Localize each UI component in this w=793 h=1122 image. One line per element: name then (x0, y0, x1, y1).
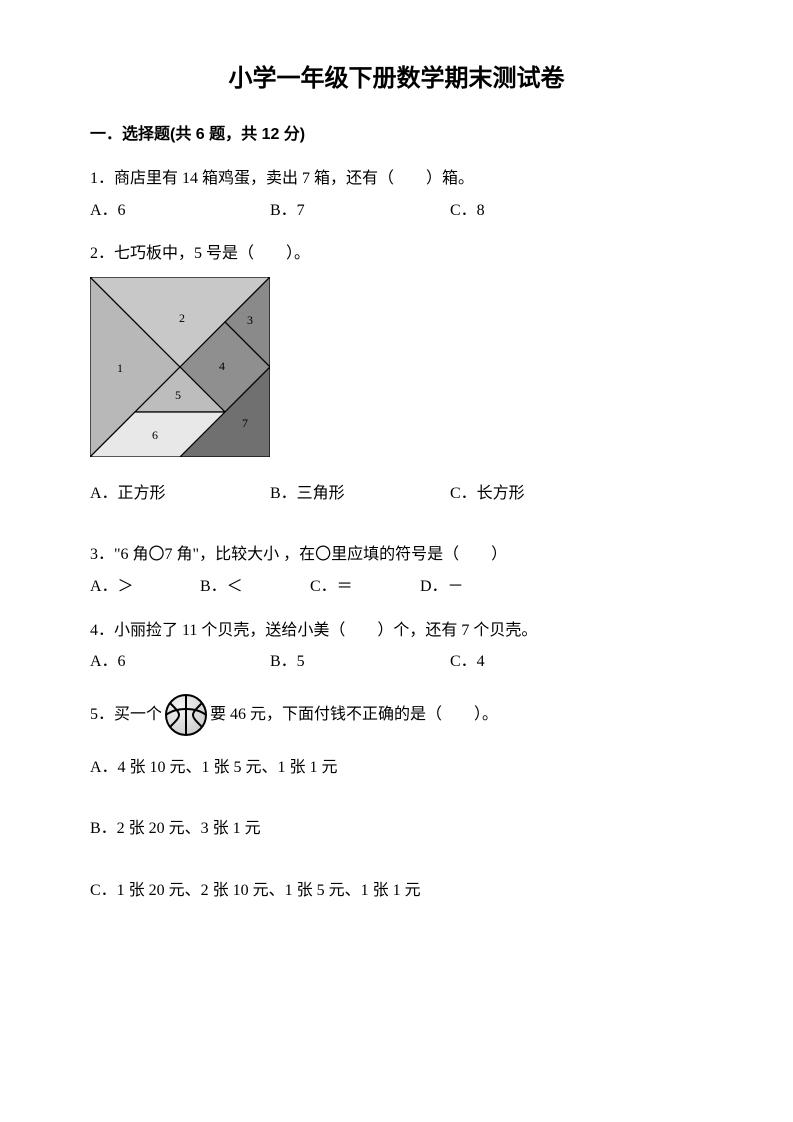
option-b: B．7 (270, 198, 450, 224)
tangram-diagram: 1 2 3 4 5 6 7 (90, 277, 703, 457)
svg-text:7: 7 (242, 416, 248, 430)
svg-text:2: 2 (179, 311, 185, 325)
question-5-post: 要 46 元，下面付钱不正确的是（ ）。 (210, 702, 498, 728)
option-a: A．6 (90, 649, 270, 675)
question-3-options: A．＞ B．＜ C．＝ D．－ (90, 574, 703, 600)
question-2-text: 2．七巧板中，5 号是（ ）。 (90, 241, 703, 267)
option-d: D．－ (420, 574, 530, 600)
option-b: B．5 (270, 649, 450, 675)
option-b: B．三角形 (270, 481, 450, 507)
svg-text:5: 5 (175, 388, 181, 402)
option-c: C．4 (450, 649, 630, 675)
option-a: A．正方形 (90, 481, 270, 507)
question-5-text: 5．买一个 要 46 元，下面付钱不正确的是（ ）。 (90, 693, 703, 737)
question-2: 2．七巧板中，5 号是（ ）。 1 2 3 4 5 6 7 A．正方形 B．三角形 C．长方… (90, 241, 703, 506)
question-4-options: A．6 B．5 C．4 (90, 649, 703, 675)
question-3-text: 3．"6 角〇7 角"，比较大小 ，在〇里应填的符号是（ ） (90, 542, 703, 568)
question-1-options: A．6 B．7 C．8 (90, 198, 703, 224)
option-c: C．长方形 (450, 481, 630, 507)
option-c: C．＝ (310, 574, 420, 600)
question-2-options: A．正方形 B．三角形 C．长方形 (90, 481, 703, 507)
question-4: 4．小丽捡了 11 个贝壳，送给小美（ ）个，还有 7 个贝壳。 A．6 B．5… (90, 618, 703, 675)
question-1: 1．商店里有 14 箱鸡蛋，卖出 7 箱，还有（ ）箱。 A．6 B．7 C．8 (90, 166, 703, 223)
page-title: 小学一年级下册数学期末测试卷 (90, 60, 703, 98)
question-4-text: 4．小丽捡了 11 个贝壳，送给小美（ ）个，还有 7 个贝壳。 (90, 618, 703, 644)
svg-text:1: 1 (117, 361, 123, 375)
option-a: A．＞ (90, 574, 200, 600)
option-c: C．1 张 20 元、2 张 10 元、1 张 5 元、1 张 1 元 (90, 878, 703, 904)
svg-text:6: 6 (152, 428, 158, 442)
option-a: A．6 (90, 198, 270, 224)
option-c: C．8 (450, 198, 630, 224)
option-b: B．2 张 20 元、3 张 1 元 (90, 816, 703, 842)
option-b: B．＜ (200, 574, 310, 600)
basketball-icon (164, 693, 208, 737)
question-1-text: 1．商店里有 14 箱鸡蛋，卖出 7 箱，还有（ ）箱。 (90, 166, 703, 192)
option-a: A．4 张 10 元、1 张 5 元、1 张 1 元 (90, 755, 703, 781)
svg-text:3: 3 (247, 313, 253, 327)
svg-text:4: 4 (219, 359, 225, 373)
section-header: 一．选择题(共 6 题，共 12 分) (90, 122, 703, 148)
question-3: 3．"6 角〇7 角"，比较大小 ，在〇里应填的符号是（ ） A．＞ B．＜ C… (90, 542, 703, 599)
tangram-icon: 1 2 3 4 5 6 7 (90, 277, 270, 457)
question-5: 5．买一个 要 46 元，下面付钱不正确的是（ ）。 A．4 张 10 元、1 … (90, 693, 703, 904)
question-5-pre: 5．买一个 (90, 702, 162, 728)
